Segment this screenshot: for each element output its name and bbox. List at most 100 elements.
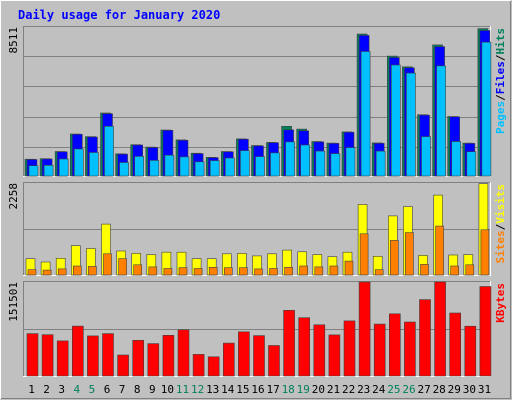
bar-sites-day-20 — [314, 266, 324, 276]
bar-sites-day-23 — [359, 233, 369, 276]
chart-panels: 8511Pages/Files/Hits2258Sites/Visits1515… — [7, 26, 507, 377]
bar-pages-day-14 — [225, 157, 235, 177]
y-max-label: 151501 — [7, 282, 20, 322]
bar-pages-day-17 — [270, 152, 280, 177]
bar-kbytes-day-28 — [434, 281, 446, 377]
bar-sites-day-13 — [208, 266, 218, 276]
bar-sites-day-9 — [148, 266, 158, 276]
bar-kbytes-day-9 — [147, 343, 160, 377]
bar-sites-day-27 — [420, 264, 429, 276]
bar-kbytes-day-24 — [373, 323, 386, 377]
y-max-label: 2258 — [7, 183, 20, 210]
bar-kbytes-day-17 — [268, 345, 280, 377]
bar-pages-day-8 — [134, 156, 144, 177]
bar-pages-day-11 — [179, 156, 190, 177]
bar-kbytes-day-13 — [207, 356, 220, 377]
bar-pages-day-12 — [194, 161, 205, 177]
x-tick-label-day-14: 14 — [221, 383, 235, 396]
bar-pages-day-10 — [164, 154, 175, 177]
bar-kbytes-day-21 — [328, 334, 341, 377]
bar-pages-day-1 — [28, 165, 39, 177]
legend-separator: / — [494, 223, 507, 230]
x-tick-label-day-26: 26 — [402, 383, 415, 396]
bar-pages-day-31 — [481, 41, 492, 177]
bar-sites-day-11 — [178, 267, 188, 276]
bar-pages-day-29 — [451, 141, 462, 177]
x-tick-label-day-23: 23 — [357, 383, 370, 396]
bar-kbytes-day-1 — [26, 333, 39, 377]
bar-sites-day-14 — [224, 267, 233, 276]
bar-pages-day-20 — [315, 150, 326, 177]
bar-sites-day-24 — [374, 269, 384, 276]
bar-sites-day-18 — [284, 266, 293, 276]
x-tick-label-day-12: 12 — [191, 383, 204, 396]
x-tick-label-day-22: 22 — [342, 383, 355, 396]
x-tick-label-day-16: 16 — [251, 383, 264, 396]
bar-sites-day-15 — [239, 267, 248, 276]
x-tick-label-day-28: 28 — [433, 383, 446, 396]
bar-pages-day-19 — [300, 144, 311, 177]
series-legend-label: KBytes — [494, 283, 507, 323]
legend-visits: Visits — [494, 184, 507, 224]
bar-pages-day-28 — [436, 65, 446, 177]
bar-pages-day-26 — [406, 72, 416, 177]
bar-kbytes-day-29 — [449, 312, 462, 377]
bar-sites-day-6 — [103, 253, 112, 276]
bar-kbytes-day-2 — [41, 334, 54, 377]
x-tick-label-day-30: 30 — [463, 383, 476, 396]
bar-pages-day-4 — [74, 148, 84, 177]
bar-kbytes-day-16 — [253, 335, 265, 377]
bar-sites-day-5 — [88, 266, 97, 276]
bar-sites-day-1 — [27, 269, 37, 276]
bar-sites-day-28 — [435, 225, 444, 276]
x-tick-label-day-27: 27 — [417, 383, 430, 396]
bar-kbytes-day-12 — [192, 354, 205, 377]
bar-pages-day-7 — [119, 162, 129, 177]
x-tick-label-day-9: 9 — [149, 383, 156, 396]
bar-pages-day-22 — [345, 147, 356, 177]
y-max-label: 8511 — [7, 27, 20, 54]
x-tick-label-day-6: 6 — [104, 383, 111, 396]
bar-pages-day-27 — [421, 136, 431, 177]
bar-kbytes-day-8 — [132, 339, 144, 377]
bar-sites-day-31 — [480, 229, 490, 276]
x-tick-label-day-29: 29 — [448, 383, 461, 396]
series-legend-label: Pages/Files/Hits — [494, 28, 507, 134]
legend-sites: Sites — [494, 230, 507, 263]
bar-sites-day-21 — [329, 265, 339, 276]
bar-sites-day-10 — [163, 268, 173, 276]
bar-pages-day-23 — [360, 51, 371, 177]
x-tick-label-day-24: 24 — [372, 383, 386, 396]
x-axis-day-labels: 1 2 3 4 5 6 7 8 9 10 11 12 13 14 15 16 17 18 19 20 21 22 23 24 2… — [28, 383, 491, 396]
x-tick-label-day-13: 13 — [206, 383, 219, 396]
bar-pages-day-9 — [149, 160, 160, 177]
bar-sites-day-19 — [299, 265, 309, 276]
bar-sites-day-2 — [42, 269, 52, 276]
x-tick-label-day-18: 18 — [282, 383, 295, 396]
bar-kbytes-day-25 — [388, 313, 401, 377]
bar-kbytes-day-23 — [358, 281, 371, 377]
x-tick-label-day-11: 11 — [176, 383, 189, 396]
bar-kbytes-day-18 — [283, 309, 295, 377]
bar-kbytes-day-20 — [313, 324, 326, 377]
bar-kbytes-day-19 — [298, 317, 311, 377]
series-legend-label: Sites/Visits — [494, 184, 507, 264]
bar-kbytes-day-6 — [102, 333, 114, 377]
bar-kbytes-day-11 — [177, 329, 190, 377]
legend-separator: / — [494, 54, 507, 61]
bar-pages-day-3 — [58, 158, 69, 177]
bar-kbytes-day-27 — [419, 299, 431, 377]
x-tick-label-day-7: 7 — [119, 383, 126, 396]
bar-sites-day-8 — [133, 264, 142, 276]
bar-kbytes-day-10 — [162, 334, 175, 377]
legend-pages: Pages — [494, 101, 507, 134]
x-tick-label-day-19: 19 — [297, 383, 310, 396]
bar-sites-day-25 — [389, 240, 399, 276]
legend-separator: / — [494, 94, 507, 101]
x-tick-label-day-25: 25 — [387, 383, 400, 396]
bar-pages-day-15 — [240, 150, 250, 177]
bar-kbytes-day-26 — [404, 321, 416, 377]
x-tick-label-day-3: 3 — [58, 383, 65, 396]
bar-sites-day-16 — [254, 268, 263, 276]
